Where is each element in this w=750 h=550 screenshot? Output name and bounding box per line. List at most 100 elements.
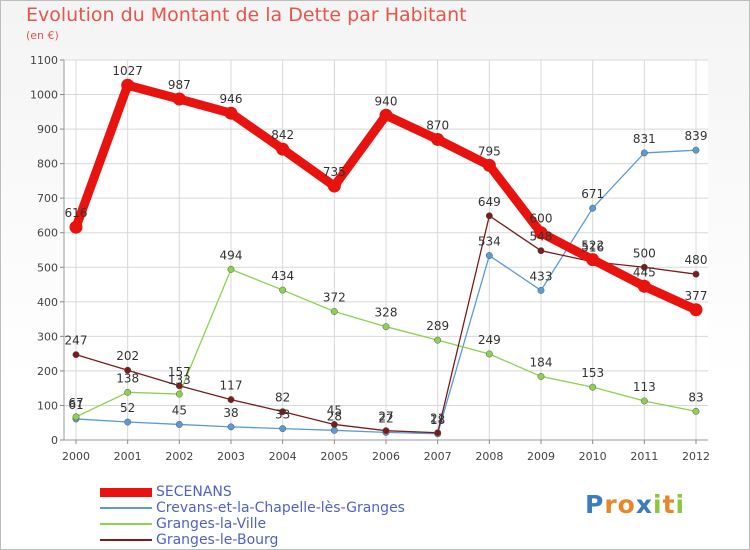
data-label: 433 bbox=[530, 269, 553, 283]
data-label: 249 bbox=[478, 333, 501, 347]
data-label: 133 bbox=[168, 373, 191, 387]
data-point bbox=[637, 279, 651, 293]
x-tick-label: 2001 bbox=[114, 450, 142, 463]
data-label: 494 bbox=[220, 248, 243, 262]
x-tick-label: 2012 bbox=[682, 450, 710, 463]
y-tick-label: 600 bbox=[37, 227, 58, 240]
data-point bbox=[692, 407, 700, 415]
data-label: 842 bbox=[271, 128, 294, 142]
x-tick-label: 2002 bbox=[165, 450, 193, 463]
data-point bbox=[589, 383, 597, 391]
data-label: 45 bbox=[172, 403, 187, 417]
legend-label-secenans: SECENANS bbox=[156, 484, 232, 500]
legend-item-granges-le-bourg: Granges-le-Bourg bbox=[100, 532, 405, 548]
data-label: 28 bbox=[327, 409, 342, 423]
data-point bbox=[279, 408, 287, 416]
data-point bbox=[586, 253, 600, 267]
x-tick-label: 2009 bbox=[527, 450, 555, 463]
x-tick-label: 2011 bbox=[630, 450, 658, 463]
data-label: 113 bbox=[633, 380, 656, 394]
data-point bbox=[640, 397, 648, 405]
x-tick-label: 2004 bbox=[269, 450, 297, 463]
data-point bbox=[379, 108, 393, 122]
data-label: 600 bbox=[530, 212, 553, 226]
data-point bbox=[485, 212, 493, 220]
legend: SECENANS Crevans-et-la-Chapelle-lès-Gran… bbox=[100, 484, 405, 548]
data-label: 117 bbox=[220, 379, 243, 393]
x-tick-label: 2006 bbox=[372, 450, 400, 463]
data-point bbox=[124, 388, 132, 396]
y-tick-label: 400 bbox=[37, 296, 58, 309]
y-tick-label: 0 bbox=[51, 434, 58, 447]
data-label: 38 bbox=[223, 406, 238, 420]
data-point bbox=[175, 390, 183, 398]
legend-swatch-granges-le-bourg bbox=[100, 539, 152, 541]
x-tick-label: 2008 bbox=[475, 450, 503, 463]
legend-swatch-secenans bbox=[100, 487, 152, 497]
data-point bbox=[276, 142, 290, 156]
data-label: 377 bbox=[685, 289, 708, 303]
data-label: 153 bbox=[581, 366, 604, 380]
data-point bbox=[124, 418, 132, 426]
x-tick-label: 2000 bbox=[62, 450, 90, 463]
data-label: 289 bbox=[426, 319, 449, 333]
data-label: 52 bbox=[120, 401, 135, 415]
data-point bbox=[121, 78, 135, 92]
x-tick-label: 2003 bbox=[217, 450, 245, 463]
data-label: 795 bbox=[478, 144, 501, 158]
x-tick-label: 2007 bbox=[424, 450, 452, 463]
data-point bbox=[227, 265, 235, 273]
data-point bbox=[640, 149, 648, 157]
data-point bbox=[692, 270, 700, 278]
data-label: 21 bbox=[430, 412, 445, 426]
data-label: 946 bbox=[220, 92, 243, 106]
data-label: 82 bbox=[275, 391, 290, 405]
data-label: 516 bbox=[581, 241, 604, 255]
data-point bbox=[534, 226, 548, 240]
legend-label-granges-la-ville: Granges-la-Ville bbox=[156, 516, 267, 532]
data-point bbox=[327, 179, 341, 193]
data-label: 831 bbox=[633, 132, 656, 146]
data-point bbox=[692, 146, 700, 154]
data-label: 870 bbox=[426, 118, 449, 132]
legend-item-crevans: Crevans-et-la-Chapelle-lès-Granges bbox=[100, 500, 405, 516]
data-point bbox=[175, 421, 183, 428]
data-point bbox=[537, 247, 545, 255]
data-point bbox=[434, 429, 442, 437]
data-label: 1027 bbox=[112, 64, 143, 78]
data-label: 987 bbox=[168, 78, 191, 92]
logo-letter: r bbox=[604, 490, 618, 519]
y-tick-label: 500 bbox=[37, 261, 58, 274]
y-tick-label: 900 bbox=[37, 123, 58, 136]
y-tick-label: 200 bbox=[37, 365, 58, 378]
y-tick-label: 700 bbox=[37, 192, 58, 205]
data-point bbox=[640, 263, 648, 271]
data-label: 45 bbox=[327, 403, 342, 417]
data-label: 500 bbox=[633, 246, 656, 260]
y-tick-label: 1000 bbox=[30, 89, 58, 102]
data-label: 328 bbox=[375, 306, 398, 320]
data-point bbox=[485, 350, 493, 358]
data-label: 616 bbox=[65, 206, 88, 220]
logo-letter: i bbox=[675, 490, 686, 519]
data-point bbox=[279, 425, 287, 433]
x-tick-label: 2005 bbox=[320, 450, 348, 463]
data-label: 184 bbox=[530, 355, 553, 369]
proxiti-logo: Proxiti bbox=[585, 490, 685, 519]
data-label: 649 bbox=[478, 195, 501, 209]
data-point bbox=[72, 413, 80, 421]
logo-letter: P bbox=[585, 490, 605, 519]
data-point bbox=[537, 372, 545, 380]
data-point bbox=[330, 308, 338, 315]
data-point bbox=[330, 426, 338, 434]
data-label: 33 bbox=[275, 408, 290, 422]
data-label: 202 bbox=[116, 349, 139, 363]
data-point bbox=[589, 204, 597, 212]
data-point bbox=[431, 132, 445, 146]
data-label: 247 bbox=[65, 334, 88, 348]
data-label: 27 bbox=[378, 410, 393, 424]
legend-label-crevans: Crevans-et-la-Chapelle-lès-Granges bbox=[156, 500, 405, 516]
x-tick-label: 2010 bbox=[579, 450, 607, 463]
data-label: 480 bbox=[685, 253, 708, 267]
